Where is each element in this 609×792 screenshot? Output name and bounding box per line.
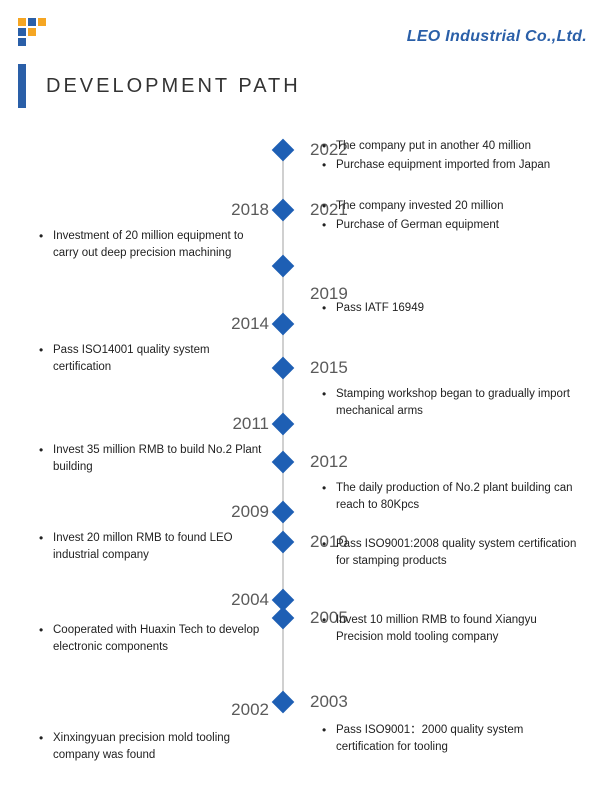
timeline-year-left: 2002	[169, 700, 269, 720]
timeline-desc-right: Pass ISO9001:2008 quality system certifi…	[322, 536, 582, 571]
timeline-item: Stamping workshop began to gradually imp…	[322, 386, 582, 419]
timeline-desc-right: Pass IATF 16949	[322, 300, 582, 319]
timeline-item: Cooperated with Huaxin Tech to develop e…	[39, 622, 269, 655]
timeline-year-left: 2011	[169, 414, 269, 434]
company-logo	[18, 18, 54, 54]
timeline-year-left: 2009	[169, 502, 269, 522]
timeline-desc-left: Cooperated with Huaxin Tech to develop e…	[39, 622, 269, 657]
timeline-item: The company put in another 40 million	[322, 138, 582, 155]
timeline-desc-right: Pass ISO9001：2000 quality system certifi…	[322, 722, 582, 757]
timeline-item: Purchase of German equipment	[322, 217, 582, 234]
timeline-node	[272, 139, 295, 162]
timeline-node	[272, 451, 295, 474]
timeline-node	[272, 607, 295, 630]
timeline-item: Pass ISO9001：2000 quality system certifi…	[322, 722, 582, 755]
timeline-item: Investment of 20 million equipment to ca…	[39, 228, 269, 261]
timeline-year-left: 2018	[169, 200, 269, 220]
timeline-item: Pass IATF 16949	[322, 300, 582, 317]
company-name: LEO Industrial Co.,Ltd.	[407, 28, 587, 46]
timeline-item: Pass ISO9001:2008 quality system certifi…	[322, 536, 582, 569]
timeline-desc-right: The company invested 20 million Purchase …	[322, 198, 582, 235]
timeline: 2018 Investment of 20 million equipment t…	[0, 140, 609, 780]
timeline-item: Pass ISO14001 quality system certificati…	[39, 342, 269, 375]
timeline-node	[272, 691, 295, 714]
timeline-node	[272, 357, 295, 380]
timeline-year-right: 2012	[310, 452, 410, 472]
timeline-year-left: 2004	[169, 590, 269, 610]
page-title: DEVELOPMENT PATH	[46, 75, 301, 98]
timeline-item: The daily production of No.2 plant build…	[322, 480, 582, 513]
timeline-item: The company invested 20 million	[322, 198, 582, 215]
timeline-node	[272, 199, 295, 222]
timeline-item: Invest 35 million RMB to build No.2 Plan…	[39, 442, 269, 475]
timeline-desc-left: Pass ISO14001 quality system certificati…	[39, 342, 269, 377]
timeline-desc-left: Invest 35 million RMB to build No.2 Plan…	[39, 442, 269, 477]
timeline-item: Invest 10 million RMB to found Xiangyu P…	[322, 612, 582, 645]
timeline-desc-right: The daily production of No.2 plant build…	[322, 480, 582, 515]
timeline-desc-left: Invest 20 millon RMB to found LEO indust…	[39, 530, 269, 565]
timeline-desc-right: Stamping workshop began to gradually imp…	[322, 386, 582, 421]
timeline-year-right: 2015	[310, 358, 410, 378]
timeline-desc-left: Xinxingyuan precision mold tooling compa…	[39, 730, 269, 765]
timeline-node	[272, 313, 295, 336]
timeline-desc-right: Invest 10 million RMB to found Xiangyu P…	[322, 612, 582, 647]
timeline-year-right: 2003	[310, 692, 410, 712]
timeline-node	[272, 255, 295, 278]
timeline-item: Xinxingyuan precision mold tooling compa…	[39, 730, 269, 763]
timeline-item: Purchase equipment imported from Japan	[322, 157, 582, 174]
timeline-desc-right: The company put in another 40 million Pur…	[322, 138, 582, 175]
timeline-item: Invest 20 millon RMB to found LEO indust…	[39, 530, 269, 563]
timeline-node	[272, 501, 295, 524]
timeline-node	[272, 531, 295, 554]
timeline-desc-left: Investment of 20 million equipment to ca…	[39, 228, 269, 263]
page-title-wrap: DEVELOPMENT PATH	[18, 64, 301, 108]
title-accent-bar	[18, 64, 26, 108]
timeline-node	[272, 413, 295, 436]
timeline-year-left: 2014	[169, 314, 269, 334]
